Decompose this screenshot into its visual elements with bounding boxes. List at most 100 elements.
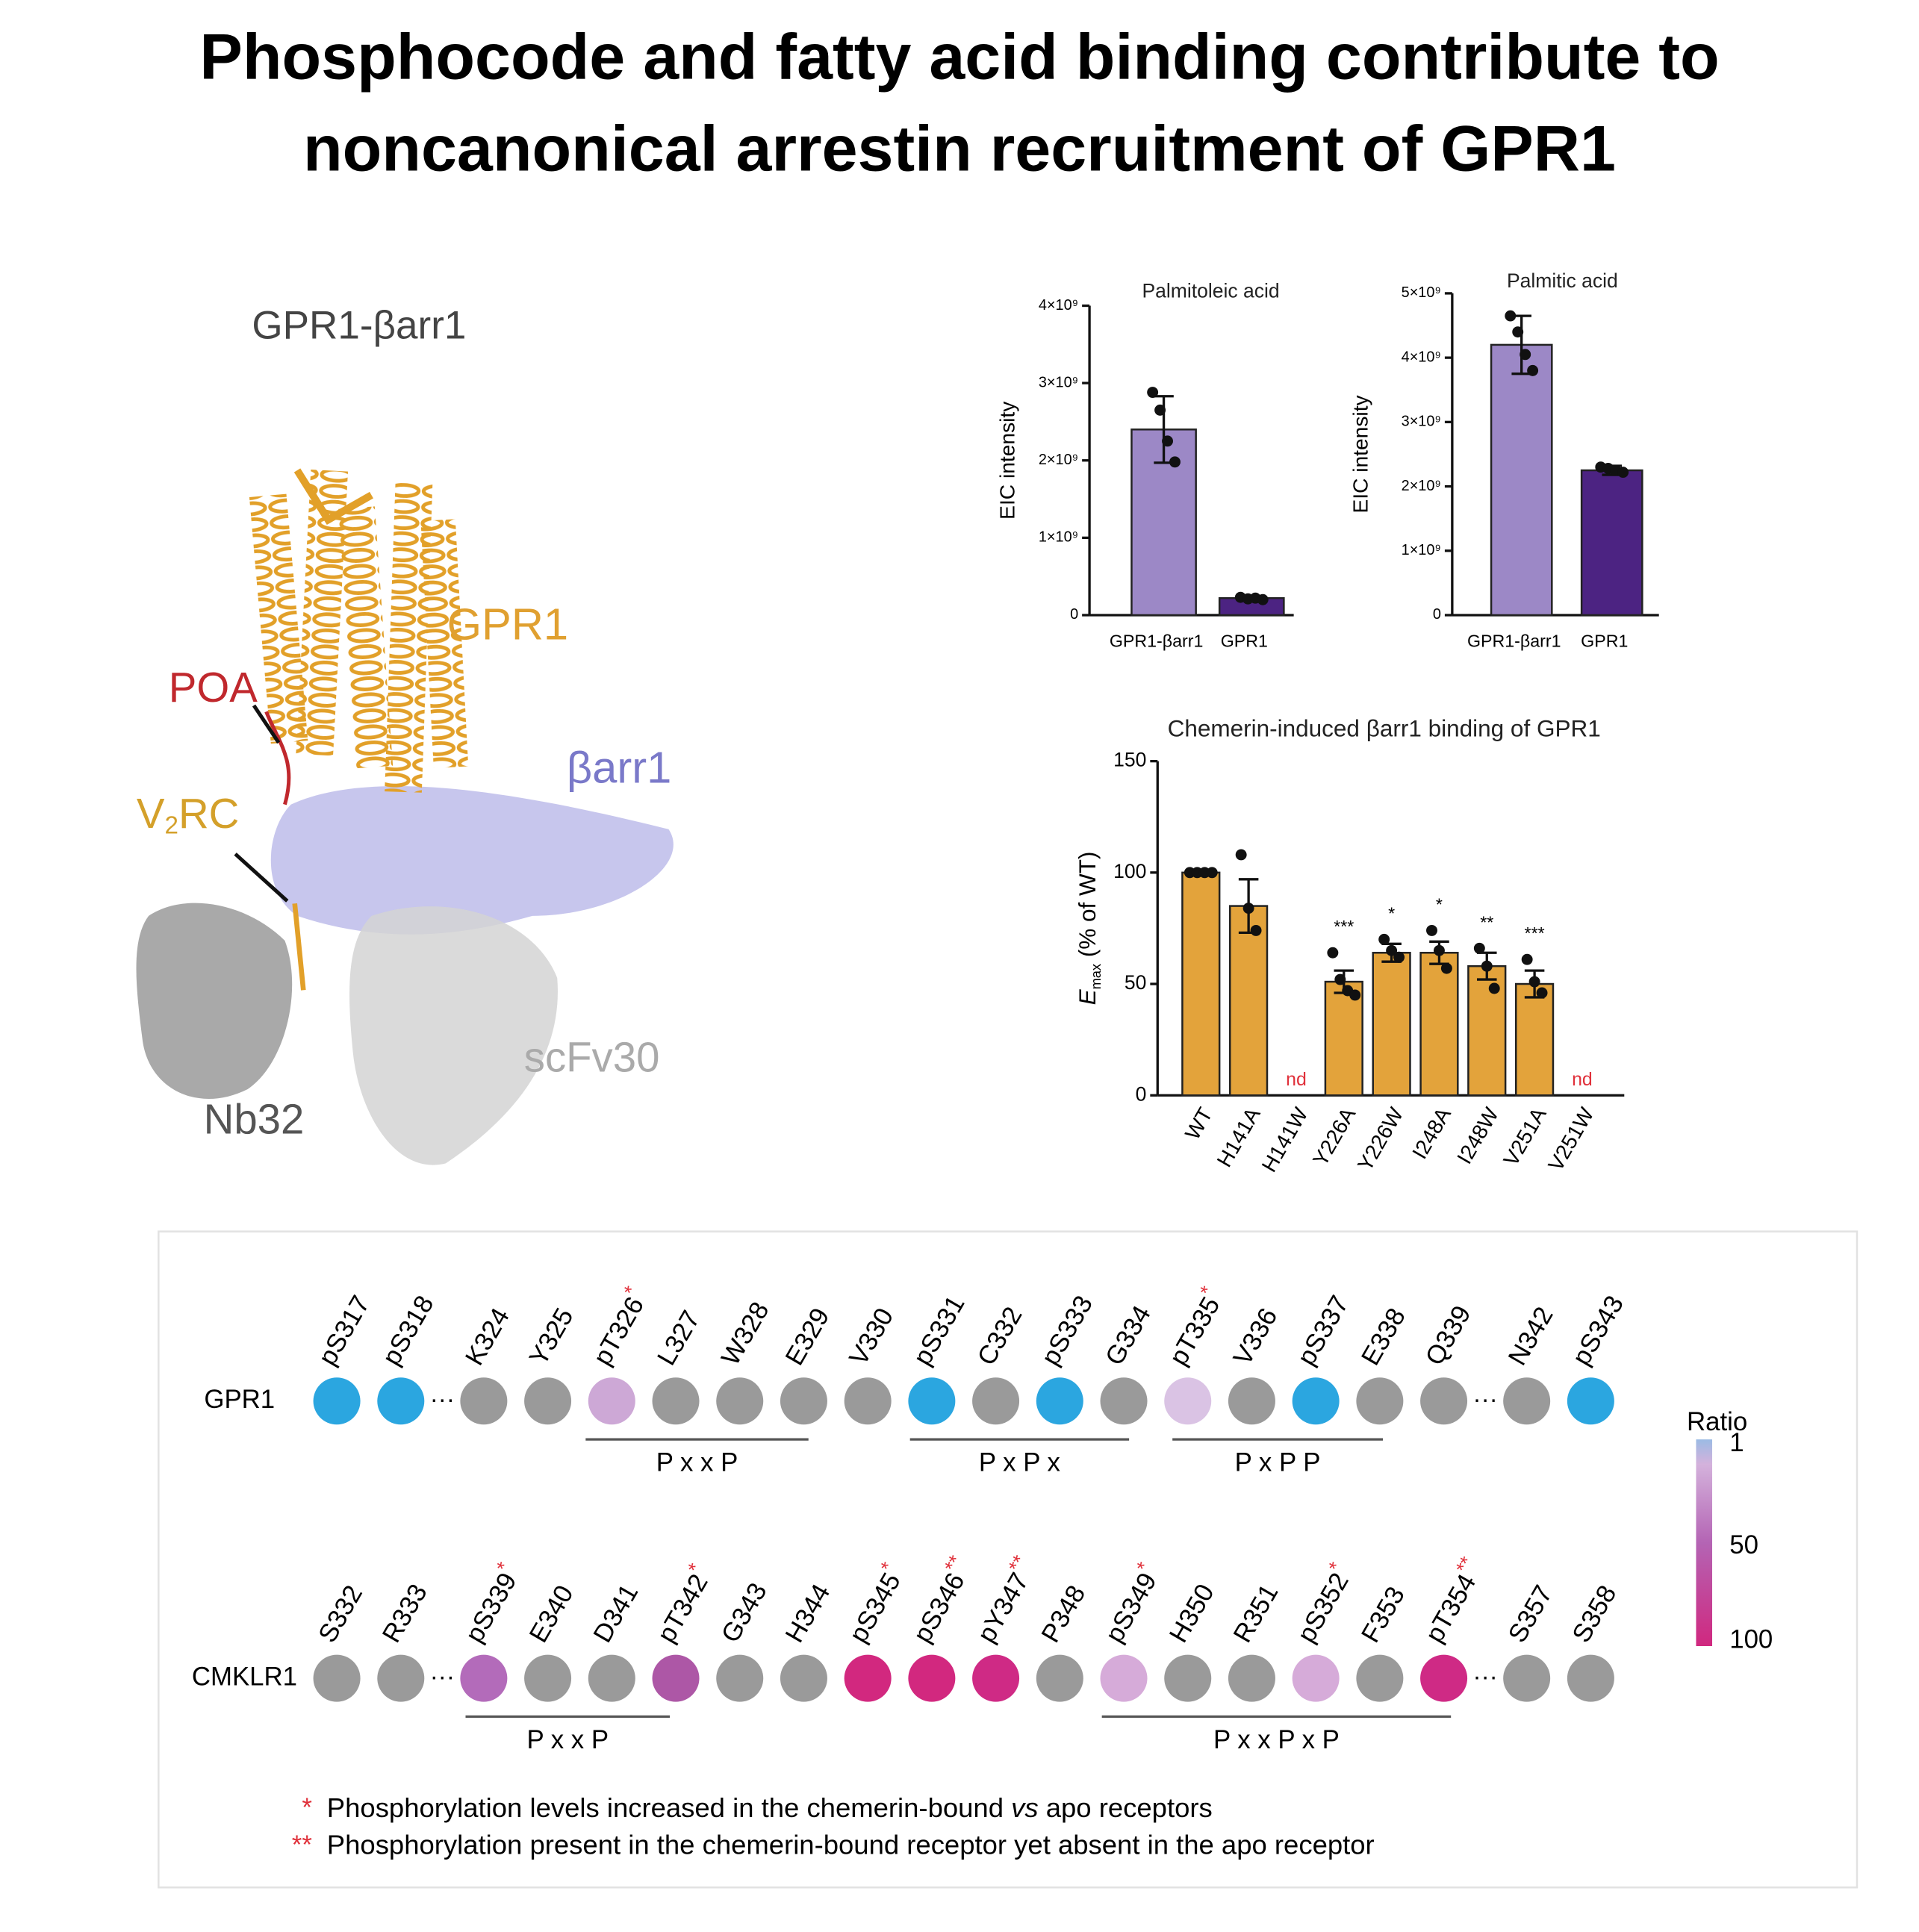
residue bbox=[460, 1654, 508, 1702]
y-tick-label: 50 bbox=[1125, 971, 1146, 994]
data-point bbox=[1433, 944, 1445, 956]
label-part: (% of WT) bbox=[1074, 851, 1101, 964]
residue bbox=[1100, 1654, 1148, 1702]
y-tick-label: 0 bbox=[1070, 606, 1078, 623]
y-tick-label: 5×10⁹ bbox=[1402, 284, 1441, 301]
data-point bbox=[1393, 951, 1405, 963]
label-part: max bbox=[1088, 964, 1104, 989]
data-point bbox=[1206, 867, 1218, 879]
motif-label: P x P P bbox=[1235, 1448, 1321, 1477]
data-point bbox=[1154, 404, 1166, 416]
colorbar-title: Ratio bbox=[1687, 1407, 1747, 1436]
motif-label: P x x P x P bbox=[1213, 1725, 1340, 1754]
label-part: E bbox=[1074, 988, 1101, 1005]
footnote: Phosphorylation present in the chemerin-… bbox=[327, 1829, 1375, 1860]
data-point bbox=[1162, 435, 1173, 447]
residue bbox=[524, 1654, 572, 1702]
residue bbox=[908, 1654, 956, 1702]
residue bbox=[1567, 1377, 1614, 1425]
bar bbox=[1181, 871, 1221, 1097]
row-name: GPR1 bbox=[204, 1385, 275, 1414]
ellipsis: ··· bbox=[430, 1386, 455, 1414]
ellipsis: ··· bbox=[1473, 1386, 1498, 1414]
data-point bbox=[1426, 924, 1437, 936]
y-tick-label: 150 bbox=[1113, 749, 1146, 771]
structure-label: Nb32 bbox=[204, 1096, 305, 1143]
residue bbox=[908, 1377, 956, 1425]
bar bbox=[1372, 952, 1411, 1097]
residue bbox=[1503, 1654, 1551, 1702]
data-point bbox=[1327, 947, 1339, 959]
data-point bbox=[1378, 933, 1390, 945]
y-tick-label: 4×10⁹ bbox=[1402, 349, 1441, 365]
panel-frame bbox=[158, 1230, 1859, 1889]
residue bbox=[1228, 1377, 1275, 1425]
residue bbox=[1567, 1654, 1614, 1702]
data-point bbox=[1520, 349, 1531, 361]
data-point bbox=[1169, 456, 1181, 468]
significance: * bbox=[1436, 894, 1443, 914]
footnote-marker: * bbox=[302, 1793, 312, 1822]
significance: ** bbox=[1480, 912, 1493, 932]
significance: *** bbox=[1525, 923, 1545, 943]
y-tick-label: 3×10⁹ bbox=[1039, 374, 1078, 390]
label-part: RC bbox=[178, 790, 239, 837]
structure-label: scFv30 bbox=[524, 1034, 660, 1081]
data-point bbox=[1257, 593, 1269, 605]
y-tick-label: 100 bbox=[1113, 860, 1146, 882]
residue bbox=[1036, 1654, 1083, 1702]
value-label: nd bbox=[1286, 1069, 1307, 1090]
residue bbox=[588, 1377, 635, 1425]
residue bbox=[313, 1377, 361, 1425]
residue bbox=[1292, 1377, 1340, 1425]
structure-label: POA bbox=[169, 664, 258, 711]
data-point bbox=[1250, 924, 1262, 936]
significance: *** bbox=[1334, 917, 1354, 936]
data-point bbox=[1512, 326, 1524, 338]
data-point bbox=[1488, 982, 1500, 994]
data-point bbox=[1235, 849, 1247, 861]
colorbar-tick-label: 50 bbox=[1729, 1530, 1758, 1559]
residue bbox=[972, 1377, 1020, 1425]
residue bbox=[1228, 1654, 1275, 1702]
residue bbox=[1356, 1377, 1404, 1425]
data-point bbox=[1242, 903, 1254, 914]
bar bbox=[1514, 982, 1555, 1097]
data-point bbox=[1473, 942, 1485, 954]
ellipsis: ··· bbox=[430, 1663, 455, 1691]
data-point bbox=[1527, 364, 1539, 376]
residue bbox=[780, 1377, 827, 1425]
title-line: Phosphocode and fatty acid binding contr… bbox=[199, 22, 1719, 93]
residue bbox=[844, 1654, 892, 1702]
x-tick-label: GPR1 bbox=[1581, 632, 1628, 651]
bar bbox=[1229, 905, 1269, 1097]
residue bbox=[588, 1654, 635, 1702]
residue bbox=[652, 1377, 700, 1425]
x-tick-label: GPR1-βarr1 bbox=[1467, 632, 1561, 651]
bar bbox=[1490, 343, 1553, 617]
y-tick-label: 1×10⁹ bbox=[1039, 529, 1078, 546]
residue bbox=[716, 1654, 764, 1702]
data-point bbox=[1147, 387, 1159, 399]
residue bbox=[716, 1377, 764, 1425]
residue bbox=[377, 1377, 425, 1425]
structure-label: GPR1 bbox=[447, 599, 569, 649]
residue bbox=[313, 1654, 361, 1702]
x-tick-label: GPR1 bbox=[1221, 632, 1268, 651]
label-part: 2 bbox=[165, 811, 178, 839]
residue bbox=[524, 1377, 572, 1425]
data-point bbox=[1521, 953, 1533, 965]
residue bbox=[1164, 1377, 1212, 1425]
structure-illustration bbox=[136, 468, 674, 1165]
footnote: Phosphorylation levels increased in the … bbox=[327, 1792, 1213, 1823]
residue bbox=[1292, 1654, 1340, 1702]
structure-label: V2RC bbox=[102, 790, 263, 839]
y-axis-label: EIC intensity bbox=[995, 401, 1019, 520]
value-label: nd bbox=[1572, 1069, 1593, 1090]
y-tick-label: 2×10⁹ bbox=[1402, 478, 1441, 494]
x-tick-label: GPR1-βarr1 bbox=[1110, 632, 1204, 651]
bar bbox=[1419, 952, 1459, 1097]
y-axis-label: EIC intensity bbox=[1348, 394, 1372, 513]
